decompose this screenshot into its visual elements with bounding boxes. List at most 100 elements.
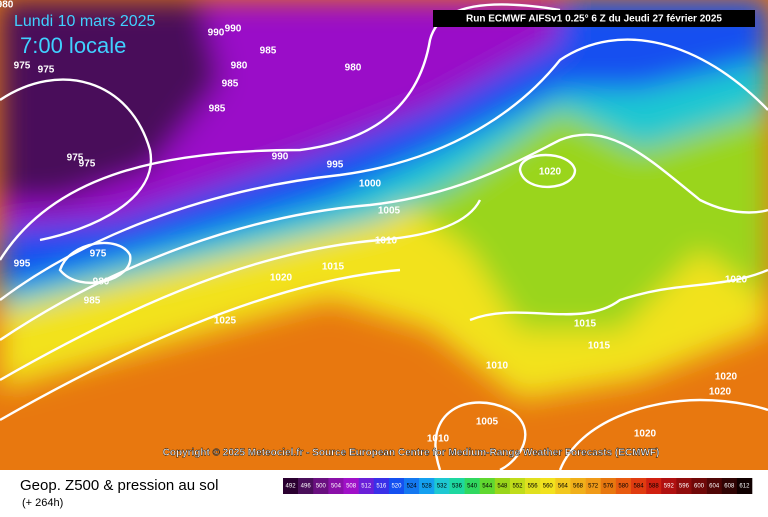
colorbar-label: 552 — [512, 484, 523, 490]
colorbar-label: 492 — [286, 484, 297, 490]
footer-title: Geop. Z500 & pression au sol — [20, 477, 218, 494]
colorbar-cell — [343, 478, 359, 494]
colorbar-label: 576 — [603, 484, 614, 490]
isobar-label: 1010 — [427, 434, 450, 445]
colorbar-cell — [676, 478, 692, 494]
isobar-label: 990 — [272, 152, 289, 163]
isobar-label: 1010 — [486, 361, 509, 372]
run-box — [433, 10, 755, 27]
colorbar-cell — [313, 478, 329, 494]
colorbar-cell — [570, 478, 586, 494]
field-bands — [0, 0, 768, 400]
isobar-label: 975 — [14, 61, 31, 72]
colorbar: 492 496 500 504 508 512 516 520 524 528 532 536 540 5… — [283, 478, 753, 494]
isobar-label: 985 — [84, 296, 101, 307]
colorbar-cell — [525, 478, 541, 494]
colorbar-cell — [358, 478, 375, 494]
colorbar-label: 584 — [634, 484, 645, 490]
isobar-label: 990 — [208, 28, 225, 39]
isobar — [58, 241, 132, 285]
isobar-label: 1020 — [709, 387, 732, 398]
colorbar-label: 608 — [724, 484, 735, 490]
colorbar-label: 580 — [618, 484, 629, 490]
colorbar-label: 544 — [482, 484, 493, 490]
colorbar-label: 564 — [558, 484, 569, 490]
colorbar-cell — [373, 478, 390, 494]
colorbar-label: 532 — [437, 484, 448, 490]
colorbar-cell — [479, 478, 496, 494]
colorbar-cell — [646, 478, 662, 494]
colorbar-label: 600 — [694, 484, 705, 490]
isobar-label: 975 — [90, 249, 107, 260]
isobar — [0, 3, 561, 261]
isobars — [0, 3, 768, 472]
colorbar-label: 528 — [422, 484, 433, 490]
colorbar-cell — [706, 478, 723, 494]
isobar-label: 985 — [222, 79, 239, 90]
isobar-label: 980 — [0, 0, 14, 11]
colorbar-cell — [388, 478, 405, 494]
isobar-label: 1020 — [725, 275, 748, 286]
colorbar-label: 572 — [588, 484, 599, 490]
isobar-label: 1025 — [214, 316, 237, 327]
colorbar-cell — [449, 478, 465, 494]
colorbar-cell — [328, 478, 344, 494]
colorbar-label: 540 — [467, 484, 478, 490]
colorbar-cell — [661, 478, 677, 494]
colorbar-label: 496 — [301, 484, 312, 490]
isobar-label: 975 — [67, 153, 84, 164]
isobar-label: 980 — [345, 63, 362, 74]
colorbar-label: 504 — [331, 484, 342, 490]
colorbar-cell — [615, 478, 632, 494]
isobar — [469, 268, 768, 322]
colorbar-label: 548 — [497, 484, 508, 490]
colorbar-cell — [404, 478, 420, 494]
colorbar-cell — [555, 478, 571, 494]
isobar — [434, 401, 527, 472]
isobar — [558, 398, 768, 471]
colorbar-cell — [600, 478, 617, 494]
date-label: Lundi 10 mars 2025 — [14, 13, 156, 30]
isobar — [0, 38, 768, 301]
isobar — [0, 133, 768, 341]
isobar-label: 990 — [225, 24, 242, 35]
isobar — [0, 268, 401, 422]
colorbar-label: 612 — [739, 484, 750, 490]
isobar-label: 1015 — [322, 262, 345, 273]
isobar-label: 980 — [93, 277, 110, 288]
colorbar-label: 604 — [709, 484, 720, 490]
colorbar-cell — [494, 478, 511, 494]
colorbar-cell — [434, 478, 450, 494]
isobar — [0, 78, 153, 242]
isobar-label: 1010 — [375, 236, 398, 247]
colorbar-cell — [509, 478, 526, 494]
colorbar-label: 592 — [664, 484, 675, 490]
band — [0, 0, 220, 200]
isobar-label: 995 — [14, 259, 31, 270]
isobar-label: 1020 — [634, 429, 657, 440]
isobar — [0, 199, 482, 382]
colorbar-cell — [464, 478, 480, 494]
colorbar-label: 596 — [679, 484, 690, 490]
isobar — [518, 153, 577, 189]
colorbar-label: 500 — [316, 484, 327, 490]
isobar-label: 985 — [209, 104, 226, 115]
isobar-label: 1015 — [588, 341, 611, 352]
colorbar-cell — [419, 478, 435, 494]
colorbar-label: 560 — [543, 484, 554, 490]
colorbar-label: 588 — [649, 484, 660, 490]
colorbar-cell — [691, 478, 707, 494]
isobar-label: 1015 — [574, 319, 597, 330]
colorbar-label: 520 — [391, 484, 402, 490]
colorbar-cell — [721, 478, 738, 494]
isobar-label: 985 — [260, 46, 277, 57]
colorbar-cell — [736, 478, 753, 494]
isobar-label: 1000 — [359, 179, 382, 190]
isobar-label: 1005 — [378, 206, 401, 217]
colorbar-label: 508 — [346, 484, 357, 490]
isobar-label: 980 — [231, 61, 248, 72]
colorbar-cell — [298, 478, 314, 494]
isobar-label: 1005 — [476, 417, 499, 428]
isobar-label: 995 — [327, 160, 344, 171]
